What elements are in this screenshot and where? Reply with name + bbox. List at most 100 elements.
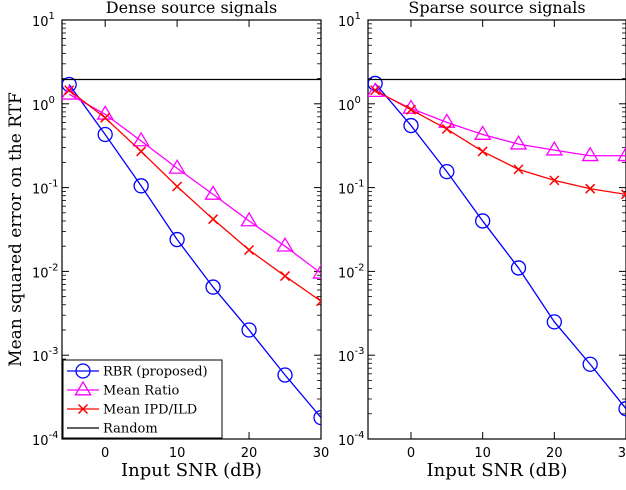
- y-tick-base: 10: [32, 183, 49, 198]
- y-tick-label: 101: [338, 11, 361, 30]
- y-tick-exponent: -2: [49, 262, 59, 273]
- y-tick-base: 10: [338, 99, 355, 114]
- legend-entry-random-label: Random: [103, 422, 158, 437]
- series-mean-ipd-ild-point: [405, 104, 417, 115]
- y-tick-base: 10: [338, 266, 355, 281]
- x-tick-label: 30: [313, 446, 330, 461]
- y-tick-label: 10-4: [338, 430, 365, 449]
- legend-entry-mean-ipd-ild-marker: [77, 403, 89, 415]
- series-mean-ipd-ild-point: [585, 183, 596, 194]
- series-mean-ratio-line: [68, 93, 321, 274]
- x-tick-label: 30: [618, 446, 626, 461]
- chart-title: Sparse source signals: [408, 0, 585, 17]
- y-tick-label: 10-2: [338, 262, 365, 281]
- x-tick-label: 20: [241, 446, 258, 461]
- series-mean-ratio-point: [438, 113, 456, 128]
- series-mean-ipd-ild-point: [100, 112, 111, 123]
- y-tick-base: 10: [32, 434, 49, 449]
- series-mean-ratio-point: [368, 82, 384, 97]
- series-mean-ipd-ild-point: [172, 181, 183, 192]
- y-tick-label: 10-3: [32, 346, 59, 365]
- y-tick-base: 10: [338, 434, 355, 449]
- y-tick-base: 10: [32, 99, 49, 114]
- series-mean-ratio-point: [132, 131, 150, 147]
- series-rbr-proposed-point: [133, 178, 149, 194]
- series-mean-ratio-point: [473, 125, 492, 140]
- y-tick-label: 10-1: [338, 179, 365, 198]
- series-mean-ipd-ild-point: [244, 244, 255, 256]
- series-mean-ratio-point: [545, 140, 564, 156]
- series-rbr-proposed-line: [374, 83, 626, 410]
- x-axis-label: Input SNR (dB): [121, 460, 262, 481]
- series-mean-ipd-ild-point: [208, 214, 219, 225]
- series-mean-ipd-ild-point: [370, 85, 381, 96]
- x-tick-label: 0: [101, 446, 109, 461]
- y-tick-base: 10: [338, 183, 355, 198]
- legend-entry-mean-ratio-label: Mean Ratio: [103, 384, 179, 399]
- legend-entry-mean-ipd-ild-label: Mean IPD/ILD: [103, 403, 197, 418]
- series-mean-ipd-ild-point: [620, 189, 626, 200]
- series-mean-ipd-ild-line: [374, 89, 626, 196]
- legend-entry-rbr-proposed-marker: [75, 363, 91, 379]
- series-mean-ipd-ild-point: [64, 85, 75, 96]
- y-tick-label: 100: [338, 95, 361, 114]
- series-mean-ipd-ild-point: [279, 271, 291, 282]
- x-tick-label: 0: [407, 446, 415, 461]
- series-mean-ipd-ild-line: [68, 89, 321, 302]
- series-rbr-proposed-point: [439, 164, 455, 180]
- series-mean-ratio-line: [374, 90, 626, 157]
- plot-area-frame: [367, 19, 626, 440]
- series-mean-ipd-ild-point: [136, 146, 147, 157]
- series-rbr-proposed-point: [313, 409, 321, 426]
- series-mean-ipd-ild-point: [315, 296, 321, 307]
- y-tick-label: 10-4: [32, 430, 59, 449]
- y-tick-exponent: 1: [355, 11, 361, 22]
- series-rbr-proposed-point: [62, 76, 77, 93]
- legend-entry-rbr-proposed-label: RBR (proposed): [103, 365, 208, 380]
- series-rbr-proposed-point: [169, 231, 185, 248]
- chart-panel-2: 10-410-310-210-11001010102030Sparse sour…: [338, 0, 626, 481]
- y-tick-base: 10: [32, 350, 49, 365]
- y-axis-label: Mean squared error on the RTF: [6, 92, 26, 367]
- series-mean-ratio-point: [617, 146, 626, 162]
- series-mean-ratio-point: [240, 211, 258, 227]
- series-mean-ratio-point: [581, 146, 599, 162]
- x-tick-label: 10: [474, 446, 491, 461]
- series-rbr-proposed-point: [205, 279, 221, 295]
- series-rbr-proposed-line: [68, 84, 321, 419]
- series-mean-ipd-ild-point: [477, 146, 488, 157]
- x-tick-label: 20: [546, 446, 563, 461]
- series-mean-ratio-point: [204, 185, 222, 200]
- series-rbr-proposed-point: [97, 126, 113, 143]
- y-tick-label: 10-3: [338, 346, 365, 365]
- series-mean-ipd-ild-point: [441, 123, 452, 135]
- y-tick-exponent: -3: [355, 346, 365, 357]
- legend: RBR (proposed) Mean Ratio Mean IPD/ILD Rand…: [62, 359, 223, 439]
- y-tick-exponent: 1: [49, 11, 55, 22]
- y-tick-label: 100: [32, 95, 55, 114]
- legend-entry-mean-ratio-marker: [74, 380, 92, 396]
- y-tick-exponent: -3: [49, 346, 59, 357]
- y-tick-base: 10: [32, 266, 49, 281]
- series-mean-ratio-point: [509, 134, 528, 150]
- y-tick-exponent: -4: [49, 430, 59, 441]
- y-tick-base: 10: [32, 15, 49, 30]
- series-mean-ipd-ild-point: [549, 175, 560, 186]
- y-tick-label: 10-2: [32, 262, 59, 281]
- series-mean-ratio-point: [96, 104, 114, 120]
- chart-title: Dense source signals: [106, 0, 277, 17]
- y-tick-base: 10: [338, 15, 355, 30]
- y-tick-exponent: 0: [49, 95, 55, 106]
- series-rbr-proposed-point: [618, 401, 626, 417]
- x-axis-label: Input SNR (dB): [427, 460, 568, 481]
- series-mean-ipd-ild-point: [513, 164, 524, 175]
- data-layer: [62, 76, 321, 426]
- series-mean-ratio-point: [168, 159, 186, 174]
- plot-area-frame: [61, 19, 322, 440]
- series-rbr-proposed-point: [403, 117, 419, 134]
- series-mean-ratio-point: [312, 263, 321, 279]
- series-mean-ratio-point: [276, 236, 294, 252]
- data-layer: [368, 75, 626, 417]
